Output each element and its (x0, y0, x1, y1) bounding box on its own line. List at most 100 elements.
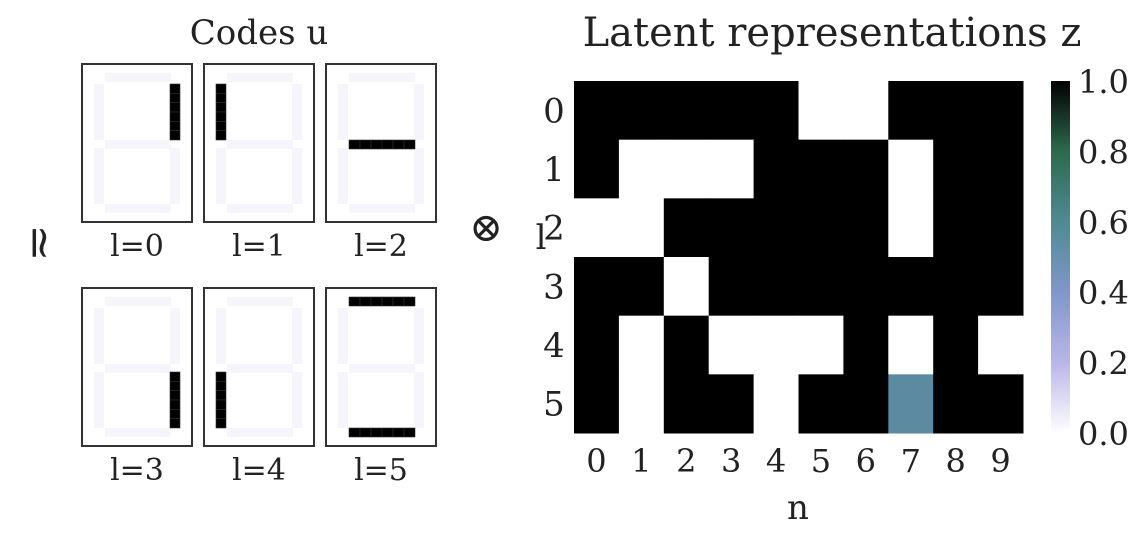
heatmap-cell (978, 257, 1023, 316)
code-segment-pixel (371, 140, 382, 149)
code-panel-label: l=1 (232, 229, 286, 264)
code-segment-pixel (360, 297, 371, 306)
heatmap-y-tick-label: 5 (543, 385, 565, 425)
code-segment-ghost (338, 372, 348, 428)
heatmap-cell (978, 316, 1023, 375)
code-segment-ghost (414, 372, 424, 428)
heatmap-cell (933, 140, 978, 199)
heatmap-cell (619, 140, 664, 199)
code-segment-ghost (170, 308, 180, 364)
code-segment-pixel (382, 297, 393, 306)
heatmap-cell (619, 374, 664, 433)
heatmap-cell (978, 81, 1023, 140)
heatmap-cell (843, 257, 888, 316)
heatmap-cell (664, 198, 709, 257)
code-segment-ghost (292, 372, 302, 428)
code-segment-pixel (404, 428, 415, 437)
code-segment-ghost (105, 140, 171, 149)
code-panel-label: l=5 (354, 453, 408, 488)
heatmap-y-ticks: 012345 (543, 91, 565, 424)
heatmap-cell (888, 257, 933, 316)
heatmap-cell (709, 257, 754, 316)
heatmap-cell (619, 81, 664, 140)
heatmap-x-tick-label: 2 (676, 442, 696, 480)
code-segment-pixel (216, 84, 226, 93)
heatmap-cell (888, 198, 933, 257)
heatmap-x-tick-label: 6 (856, 442, 876, 480)
code-segment-pixel (170, 372, 180, 381)
code-segment-pixel (170, 112, 180, 121)
colorbar-tick-label: 0.4 (1078, 274, 1129, 312)
code-segment-ghost (292, 308, 302, 364)
heatmap-cell (574, 374, 619, 433)
heatmap-y-tick-label: 4 (543, 326, 565, 366)
code-segment-ghost (414, 148, 424, 204)
heatmap-cell (843, 198, 888, 257)
code-panel: l=0 (82, 64, 192, 264)
heatmap-cell (888, 140, 933, 199)
code-segment-ghost (216, 148, 226, 204)
heatmap-cell (799, 140, 844, 199)
code-segment-ghost (349, 364, 415, 373)
code-segment-pixel (170, 103, 180, 112)
code-segment-ghost (94, 84, 104, 140)
colorbar-gradient (1051, 81, 1070, 433)
tensor-product-symbol: ⊗ (469, 205, 503, 251)
heatmap-cell (933, 198, 978, 257)
code-segment-pixel (216, 381, 226, 390)
heatmap-y-tick-label: 1 (543, 150, 565, 190)
heatmap-cell (978, 140, 1023, 199)
heatmap-cell (664, 374, 709, 433)
code-segment-pixel (393, 140, 404, 149)
code-segment-ghost (105, 297, 171, 306)
code-segment-pixel (216, 103, 226, 112)
code-segment-pixel (170, 391, 180, 400)
heatmap-cell (888, 81, 933, 140)
code-segment-pixel (404, 140, 415, 149)
heatmap-cell (843, 81, 888, 140)
approx-symbol: ≃ (14, 225, 65, 262)
heatmap-cell (709, 81, 754, 140)
code-segment-ghost (227, 364, 293, 373)
code-panel-label: l=3 (110, 453, 164, 488)
heatmap-cell (709, 374, 754, 433)
code-segment-ghost (227, 73, 293, 82)
heatmap-cell (574, 198, 619, 257)
code-segment-pixel (216, 112, 226, 121)
code-panel: l=2 (326, 64, 436, 264)
code-segment-ghost (105, 428, 171, 437)
code-segment-pixel (360, 428, 371, 437)
code-segment-ghost (227, 140, 293, 149)
heatmap-x-tick-label: 8 (945, 442, 965, 480)
code-segment-pixel (371, 428, 382, 437)
heatmap-cell (664, 257, 709, 316)
heatmap-cell (843, 316, 888, 375)
code-segment-pixel (170, 409, 180, 418)
heatmap-cell (888, 374, 933, 433)
colorbar-tick-label: 0.6 (1078, 204, 1129, 242)
code-segment-pixel (371, 297, 382, 306)
code-segment-ghost (216, 308, 226, 364)
code-segment-ghost (227, 204, 293, 213)
code-segment-pixel (393, 297, 404, 306)
code-segment-pixel (216, 419, 226, 428)
heatmap-x-tick-label: 0 (586, 442, 606, 480)
code-panel-label: l=2 (354, 229, 408, 264)
heatmap-cell (978, 374, 1023, 433)
code-segment-ghost (105, 364, 171, 373)
code-segment-pixel (216, 409, 226, 418)
code-segment-pixel (382, 140, 393, 149)
heatmap-cell (978, 198, 1023, 257)
heatmap-cell (799, 198, 844, 257)
code-segment-pixel (349, 140, 360, 149)
codes-title: Codes u (190, 13, 329, 53)
heatmap-y-tick-label: 0 (543, 91, 565, 131)
code-segment-ghost (227, 297, 293, 306)
heatmap-x-tick-label: 4 (766, 442, 786, 480)
code-segment-pixel (170, 400, 180, 409)
code-segment-pixel (170, 121, 180, 130)
heatmap-cell (754, 140, 799, 199)
code-segment-pixel (216, 372, 226, 381)
